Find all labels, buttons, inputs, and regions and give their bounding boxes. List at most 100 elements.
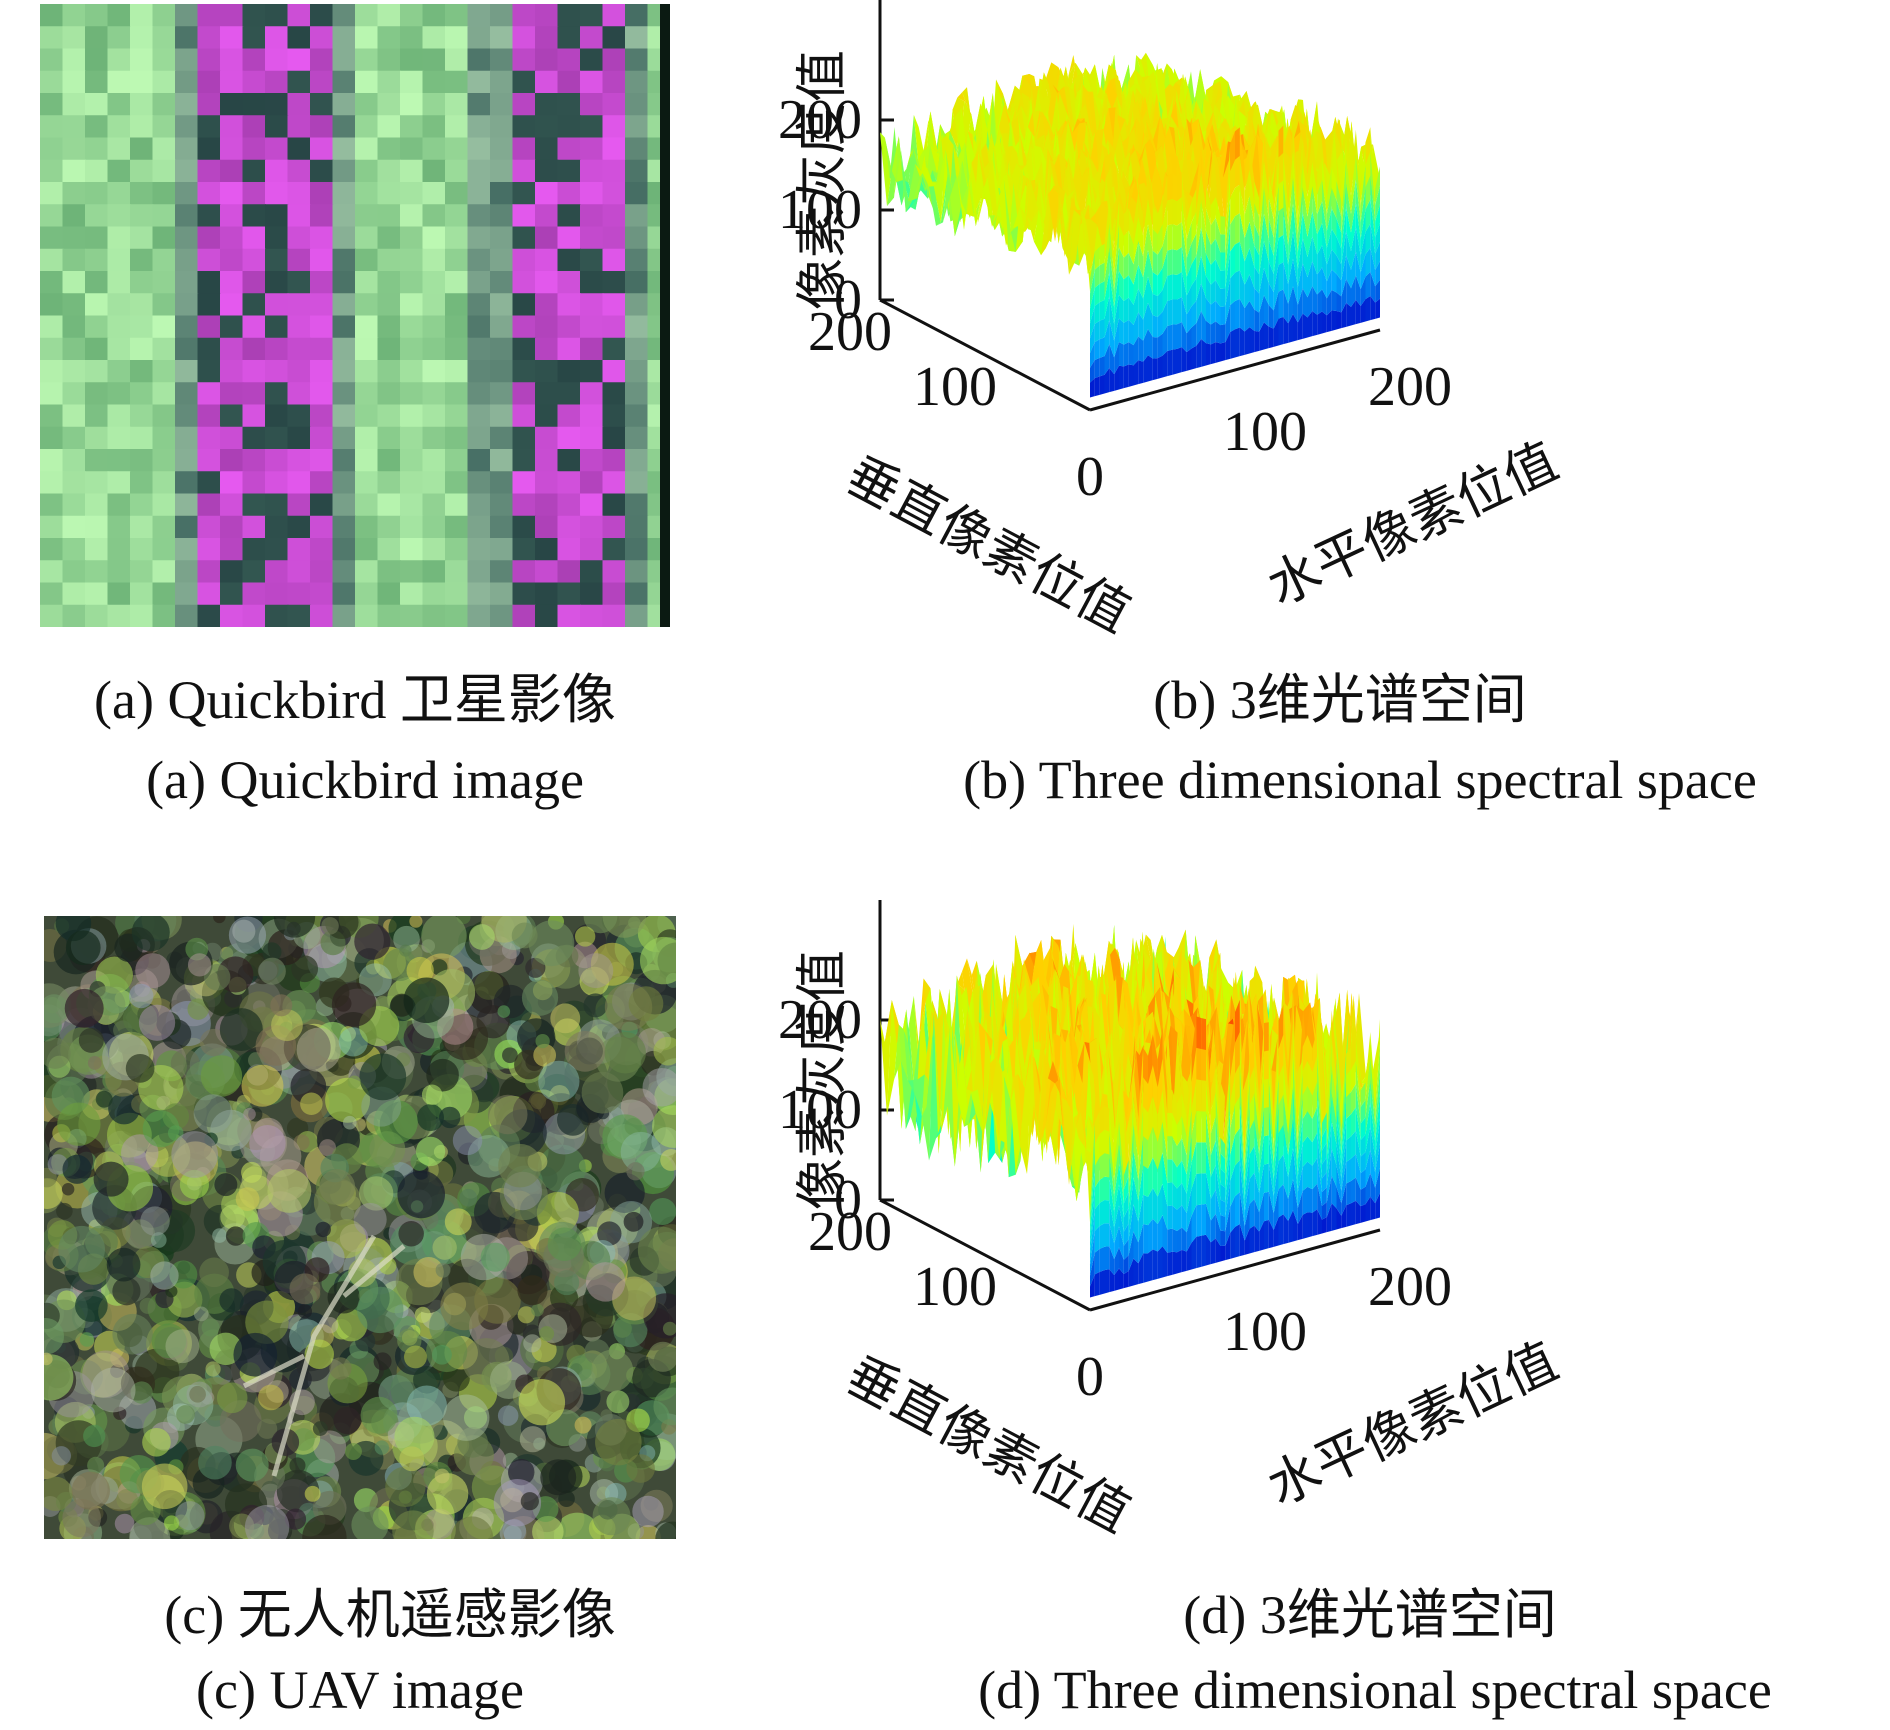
surface-wall xyxy=(1279,235,1284,265)
image-pixel xyxy=(558,4,582,27)
image-pixel xyxy=(558,605,582,627)
image-pixel xyxy=(423,405,447,428)
image-pixel xyxy=(468,182,492,205)
image-pixel xyxy=(220,427,244,450)
image-pixel xyxy=(400,538,424,561)
image-pixel xyxy=(378,26,402,49)
image-pixel xyxy=(468,271,492,294)
surface-wall xyxy=(1177,272,1182,300)
image-pixel xyxy=(265,93,289,116)
image-pixel xyxy=(153,138,177,161)
image-pixel xyxy=(63,160,87,183)
surface-wall xyxy=(1158,356,1163,379)
foliage-blob xyxy=(297,1028,341,1072)
surface-wall xyxy=(1245,327,1250,355)
image-pixel xyxy=(445,449,469,472)
foliage-blob xyxy=(189,1386,206,1403)
caption-b-cn: (b) 3维光谱空间 xyxy=(840,660,1840,740)
image-pixel xyxy=(355,26,379,49)
image-pixel xyxy=(310,360,334,383)
foliage-blob xyxy=(582,1072,624,1114)
image-pixel xyxy=(198,49,222,72)
x-tick-label: 0 xyxy=(1076,446,1104,508)
surface-wall xyxy=(1172,349,1177,375)
surface-wall xyxy=(1279,208,1284,239)
image-pixel xyxy=(243,271,267,294)
image-pixel xyxy=(535,471,559,494)
image-pixel xyxy=(400,49,424,72)
image-pixel xyxy=(198,26,222,49)
image-pixel xyxy=(445,583,469,606)
image-pixel xyxy=(333,93,357,116)
foliage-blob xyxy=(219,1288,243,1312)
image-pixel xyxy=(378,427,402,450)
image-pixel xyxy=(153,494,177,517)
image-pixel xyxy=(243,338,267,361)
foliage-blob xyxy=(315,1222,331,1238)
image-pixel xyxy=(625,605,649,627)
image-pixel xyxy=(63,494,87,517)
surface-wall xyxy=(1279,317,1284,346)
surface-wall xyxy=(1148,355,1153,381)
image-pixel xyxy=(513,249,537,272)
image-pixel xyxy=(445,427,469,450)
image-pixel xyxy=(400,560,424,583)
image-pixel xyxy=(490,26,514,49)
surface-wall xyxy=(1095,339,1100,360)
surface-wall xyxy=(1095,302,1100,324)
surface-wall xyxy=(1100,337,1105,357)
surface-wall xyxy=(1167,224,1172,251)
surface-wall xyxy=(1192,346,1197,370)
image-pixel xyxy=(265,316,289,339)
image-pixel xyxy=(310,605,334,627)
foliage-blob xyxy=(112,1277,140,1305)
image-pixel xyxy=(468,4,492,27)
image-pixel xyxy=(445,293,469,316)
foliage-blob xyxy=(375,1440,389,1454)
image-pixel xyxy=(468,160,492,183)
image-pixel xyxy=(603,427,627,450)
image-pixel xyxy=(558,449,582,472)
surface-wall xyxy=(1167,274,1172,300)
image-pixel xyxy=(490,182,514,205)
foliage-blob xyxy=(374,1352,392,1370)
image-pixel xyxy=(355,360,379,383)
image-pixel xyxy=(603,449,627,472)
image-pixel xyxy=(580,49,604,72)
surface-wall xyxy=(1254,331,1259,352)
image-pixel xyxy=(423,494,447,517)
image-pixel xyxy=(603,49,627,72)
foliage-blob xyxy=(80,1332,94,1346)
foliage-blob xyxy=(214,1173,237,1196)
image-pixel xyxy=(85,338,109,361)
image-pixel xyxy=(400,427,424,450)
surface-wall xyxy=(1095,321,1100,342)
foliage-blob xyxy=(94,1162,129,1197)
image-pixel xyxy=(288,382,312,405)
image-pixel xyxy=(85,271,109,294)
image-pixel xyxy=(310,516,334,539)
image-pixel xyxy=(85,538,109,561)
foliage-blob xyxy=(212,1228,227,1243)
surface-wall xyxy=(1172,199,1177,226)
image-pixel xyxy=(130,316,154,339)
image-pixel xyxy=(603,360,627,383)
image-pixel xyxy=(243,583,267,606)
image-pixel xyxy=(580,382,604,405)
image-pixel xyxy=(153,316,177,339)
image-pixel xyxy=(603,605,627,627)
image-pixel xyxy=(535,115,559,138)
x-tick-label: 0 xyxy=(1076,1346,1104,1408)
image-pixel xyxy=(490,405,514,428)
surface-wall xyxy=(1167,325,1172,351)
image-pixel xyxy=(243,26,267,49)
surface-wall xyxy=(1153,315,1158,337)
foliage-blob xyxy=(629,986,664,1021)
image-pixel xyxy=(355,160,379,183)
image-pixel xyxy=(468,360,492,383)
image-pixel xyxy=(310,494,334,517)
image-pixel xyxy=(40,427,64,450)
image-pixel xyxy=(310,405,334,428)
foliage-blob xyxy=(83,1425,105,1447)
foliage-blob xyxy=(539,1326,554,1341)
